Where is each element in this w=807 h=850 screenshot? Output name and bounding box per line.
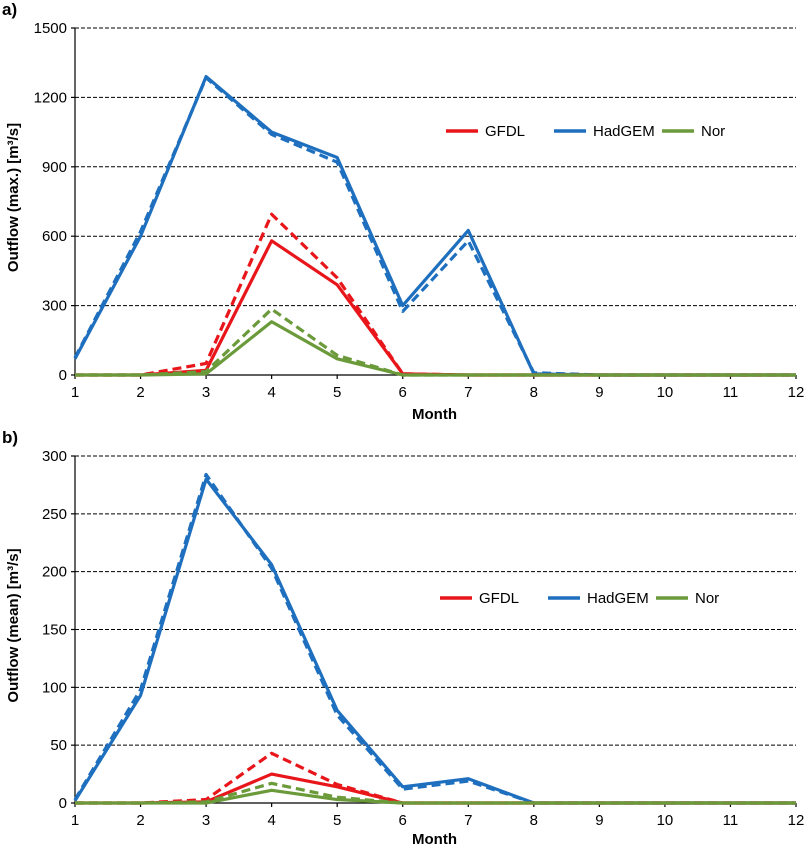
x-tick-label: 4 [267, 384, 275, 401]
legend: GFDL HadGEM Nor [440, 590, 719, 607]
y-tick-label: 600 [42, 228, 67, 245]
x-tick-label: 8 [530, 812, 538, 829]
x-tick-label: 5 [333, 384, 341, 401]
x-axis-title: Month [412, 831, 457, 848]
x-tick-label: 6 [399, 812, 407, 829]
x-tick-label: 1 [71, 812, 79, 829]
x-tick-label: 1 [71, 384, 79, 401]
x-tick-label: 4 [267, 812, 275, 829]
x-tick-label: 3 [202, 812, 210, 829]
legend-label-hadgem: HadGEM [587, 590, 649, 607]
y-tick-label: 50 [50, 737, 67, 754]
x-tick-label: 12 [788, 812, 805, 829]
legend-label-nor: Nor [695, 590, 719, 607]
x-tick-label: 5 [333, 812, 341, 829]
series-line-gfdl-solid [75, 772, 796, 805]
series-line-hadgem-solid [73, 74, 796, 377]
panel-label: a) [2, 0, 17, 19]
y-tick-label: 0 [59, 367, 67, 384]
series-line-gfdl-dashed [75, 751, 796, 805]
x-tick-label: 2 [136, 384, 144, 401]
y-tick-label: 150 [42, 622, 67, 639]
y-tick-label: 1500 [34, 20, 67, 37]
x-tick-label: 10 [657, 812, 674, 829]
y-tick-label: 100 [42, 679, 67, 696]
series-line-hadgem-dashed [73, 76, 796, 377]
x-tick-label: 11 [723, 384, 739, 401]
x-tick-label: 7 [464, 384, 472, 401]
x-tick-label: 10 [657, 384, 674, 401]
series-line-hadgem-dashed [73, 472, 796, 805]
y-tick-label: 900 [42, 159, 67, 176]
x-tick-label: 12 [788, 384, 805, 401]
y-tick-label: 200 [42, 564, 67, 581]
y-tick-label: 1200 [34, 89, 67, 106]
x-tick-label: 2 [136, 812, 144, 829]
legend: GFDL HadGEM Nor [446, 123, 725, 140]
legend-label-gfdl: GFDL [485, 123, 525, 140]
x-tick-label: 6 [399, 384, 407, 401]
x-tick-label: 9 [595, 384, 603, 401]
x-axis-title: Month [412, 406, 457, 423]
legend-label-hadgem: HadGEM [593, 123, 655, 140]
x-tick-label: 8 [530, 384, 538, 401]
series-line-hadgem-solid [73, 477, 796, 805]
legend-label-nor: Nor [701, 123, 725, 140]
y-tick-label: 300 [42, 298, 67, 315]
y-axis-title: Outflow (max.) [m³/s] [5, 123, 22, 272]
y-axis-title: Outflow (mean) [m³/s] [5, 548, 22, 702]
legend-label-gfdl: GFDL [479, 590, 519, 607]
x-tick-label: 11 [723, 812, 739, 829]
panel-label: b) [2, 428, 18, 447]
y-tick-label: 250 [42, 506, 67, 523]
x-tick-label: 7 [464, 812, 472, 829]
x-tick-label: 9 [595, 812, 603, 829]
series-line-nor-solid [75, 320, 796, 377]
y-tick-label: 0 [59, 795, 67, 812]
series-line-nor-dashed [75, 307, 796, 377]
series-line-gfdl-solid [75, 239, 796, 377]
x-tick-label: 3 [202, 384, 210, 401]
y-tick-label: 300 [42, 448, 67, 465]
series-line-gfdl-dashed [75, 212, 796, 377]
series-line-nor-dashed [75, 781, 796, 805]
